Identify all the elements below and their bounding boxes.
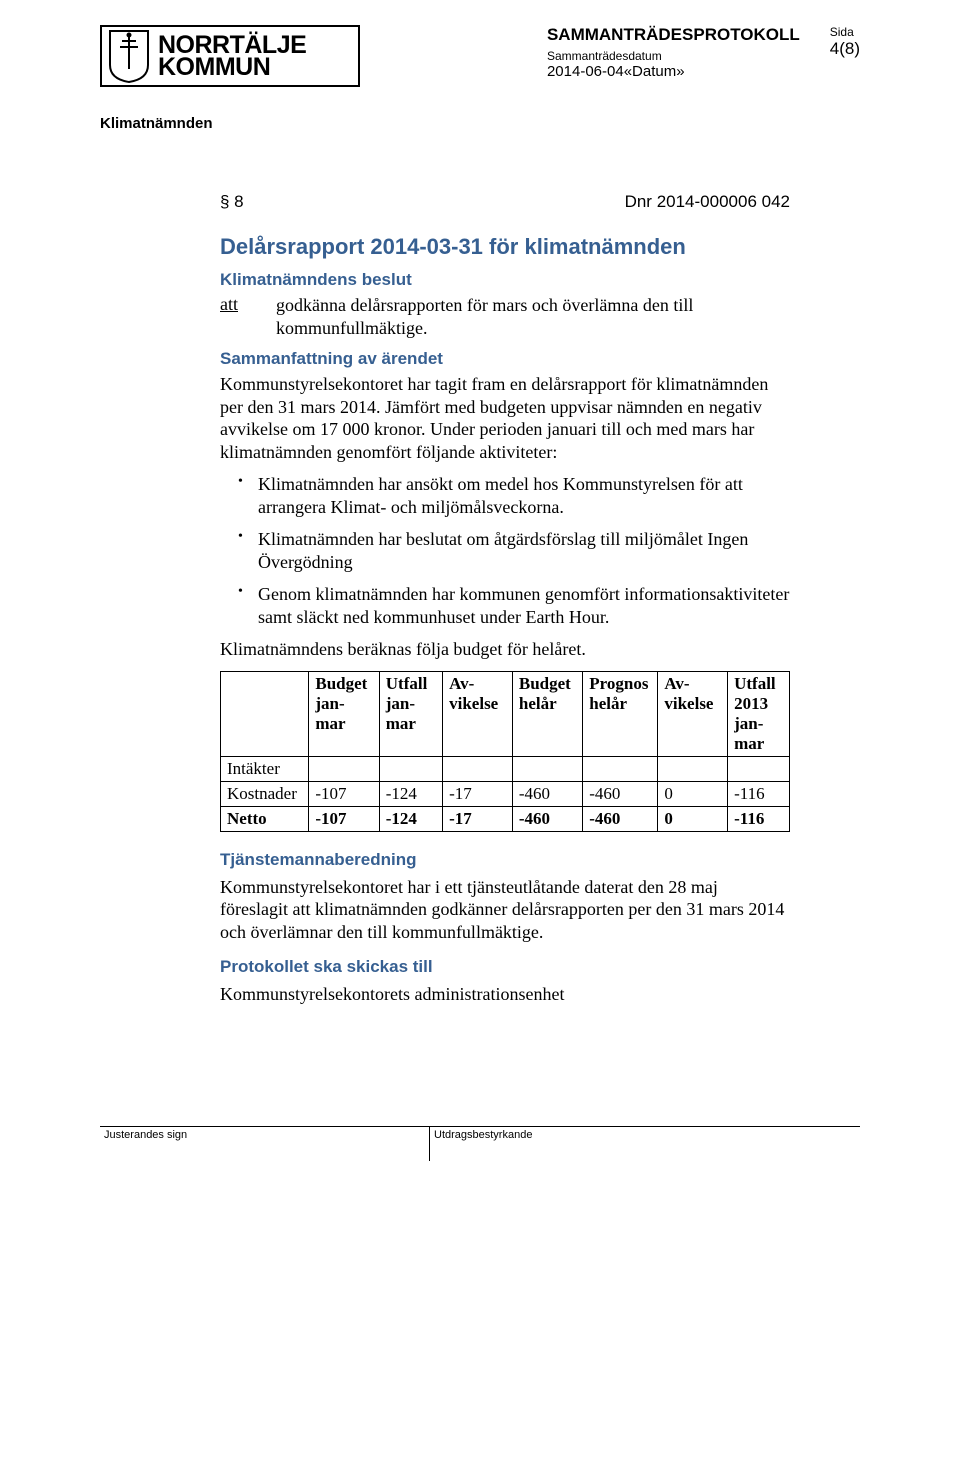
meeting-date-label: Sammanträdesdatum	[547, 49, 800, 63]
section-number: § 8	[220, 192, 244, 212]
table-cell: 0	[658, 781, 728, 806]
table-cell: -460	[583, 806, 658, 831]
page-number-block: Sida 4(8)	[800, 25, 860, 59]
table-cell: -116	[728, 781, 790, 806]
table-row: Netto-107-124-17-460-4600-116	[221, 806, 790, 831]
page-header: NORRTÄLJE KOMMUN SAMMANTRÄDESPROTOKOLL S…	[100, 25, 860, 87]
summary-paragraph: Kommunstyrelsekontoret har tagit fram en…	[220, 373, 790, 463]
table-header-cell: Utfall jan-mar	[379, 671, 442, 756]
table-cell	[379, 756, 442, 781]
page: NORRTÄLJE KOMMUN SAMMANTRÄDESPROTOKOLL S…	[0, 0, 960, 1201]
footer-sign-label: Justerandes sign	[100, 1126, 430, 1161]
page-footer: Justerandes sign Utdragsbestyrkande	[100, 1126, 860, 1161]
section-header-row: § 8 Dnr 2014-000006 042	[220, 192, 790, 212]
committee-name: Klimatnämnden	[100, 115, 860, 132]
list-item: Klimatnämnden har beslutat om åtgärdsför…	[244, 528, 790, 573]
crest-icon	[106, 29, 152, 83]
table-cell: -17	[443, 806, 513, 831]
table-header-cell: Av-vikelse	[658, 671, 728, 756]
att-label: att	[220, 294, 276, 339]
table-cell	[658, 756, 728, 781]
table-cell: Kostnader	[221, 781, 309, 806]
beredning-heading: Tjänstemannaberedning	[220, 850, 790, 870]
decision-heading: Klimatnämndens beslut	[220, 270, 790, 290]
table-cell	[309, 756, 379, 781]
table-cell: Intäkter	[221, 756, 309, 781]
skickas-text: Kommunstyrelsekontorets administrationse…	[220, 983, 790, 1006]
table-cell	[728, 756, 790, 781]
table-header-cell: Budget jan-mar	[309, 671, 379, 756]
logo-text: NORRTÄLJE KOMMUN	[158, 34, 306, 79]
table-header-cell: Budget helår	[512, 671, 582, 756]
list-item: Genom klimatnämnden har kommunen genomfö…	[244, 583, 790, 628]
table-cell: -107	[309, 806, 379, 831]
document-content: § 8 Dnr 2014-000006 042 Delårsrapport 20…	[220, 192, 790, 1006]
table-header-cell: Prognos helår	[583, 671, 658, 756]
table-cell: -107	[309, 781, 379, 806]
sida-label: Sida	[830, 25, 860, 39]
table-cell	[443, 756, 513, 781]
decision-row: att godkänna delårsrapporten för mars oc…	[220, 294, 790, 339]
decision-text: godkänna delårsrapporten för mars och öv…	[276, 294, 790, 339]
table-cell: -124	[379, 806, 442, 831]
table-cell: -17	[443, 781, 513, 806]
table-cell	[512, 756, 582, 781]
table-header-row: Budget jan-marUtfall jan-marAv-vikelseBu…	[221, 671, 790, 756]
logo-line2: KOMMUN	[158, 56, 306, 79]
municipality-logo: NORRTÄLJE KOMMUN	[100, 25, 360, 87]
table-row: Intäkter	[221, 756, 790, 781]
skickas-heading: Protokollet ska skickas till	[220, 957, 790, 977]
table-header-cell	[221, 671, 309, 756]
table-header-cell: Av-vikelse	[443, 671, 513, 756]
sida-value: 4(8)	[830, 39, 860, 59]
budget-table: Budget jan-marUtfall jan-marAv-vikelseBu…	[220, 671, 790, 832]
table-cell: Netto	[221, 806, 309, 831]
table-cell: 0	[658, 806, 728, 831]
beredning-text: Kommunstyrelsekontoret har i ett tjänste…	[220, 876, 790, 944]
footer-cert-label: Utdragsbestyrkande	[430, 1126, 860, 1161]
table-cell: -116	[728, 806, 790, 831]
table-header-cell: Utfall 2013 jan-mar	[728, 671, 790, 756]
diary-number: Dnr 2014-000006 042	[625, 192, 790, 212]
summary-heading: Sammanfattning av ärendet	[220, 349, 790, 369]
table-row: Kostnader-107-124-17-460-4600-116	[221, 781, 790, 806]
budget-follow-line: Klimatnämndens beräknas följa budget för…	[220, 638, 790, 661]
table-cell	[583, 756, 658, 781]
table-cell: -460	[512, 806, 582, 831]
section-title: Delårsrapport 2014-03-31 för klimatnämnd…	[220, 234, 790, 260]
table-cell: -460	[512, 781, 582, 806]
list-item: Klimatnämnden har ansökt om medel hos Ko…	[244, 473, 790, 518]
protocol-title: SAMMANTRÄDESPROTOKOLL	[547, 25, 800, 45]
activity-list: Klimatnämnden har ansökt om medel hos Ko…	[220, 473, 790, 628]
table-cell: -460	[583, 781, 658, 806]
table-cell: -124	[379, 781, 442, 806]
meeting-date-value: 2014-06-04«Datum»	[547, 63, 800, 80]
header-title-block: SAMMANTRÄDESPROTOKOLL Sammanträdesdatum …	[507, 25, 800, 80]
